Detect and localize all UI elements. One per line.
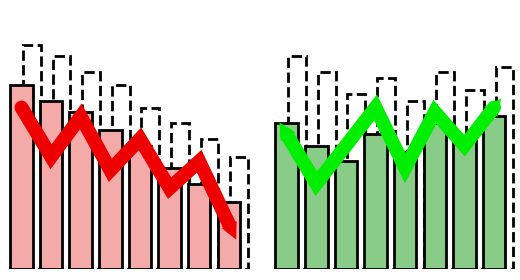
Bar [129, 146, 151, 269]
Bar [10, 85, 33, 269]
Bar [453, 139, 476, 269]
Bar [112, 85, 129, 269]
Bar [23, 45, 41, 269]
Bar [82, 72, 100, 269]
Bar [70, 112, 92, 269]
Bar [377, 78, 395, 269]
Bar [305, 146, 328, 269]
Bar [188, 184, 211, 269]
Bar [171, 123, 189, 269]
Bar [230, 157, 248, 269]
Bar [407, 101, 424, 269]
Bar [466, 90, 484, 269]
Bar [483, 116, 505, 269]
Bar [347, 94, 365, 269]
Bar [394, 152, 417, 269]
Bar [99, 130, 122, 269]
Bar [365, 134, 387, 269]
Bar [141, 108, 159, 269]
Bar [217, 202, 240, 269]
Bar [288, 56, 306, 269]
Bar [496, 67, 513, 269]
Bar [335, 161, 357, 269]
Bar [424, 123, 446, 269]
Bar [40, 101, 62, 269]
Bar [318, 72, 335, 269]
Bar [53, 56, 70, 269]
Bar [201, 139, 218, 269]
Bar [159, 168, 181, 269]
Bar [276, 123, 298, 269]
Bar [436, 72, 454, 269]
